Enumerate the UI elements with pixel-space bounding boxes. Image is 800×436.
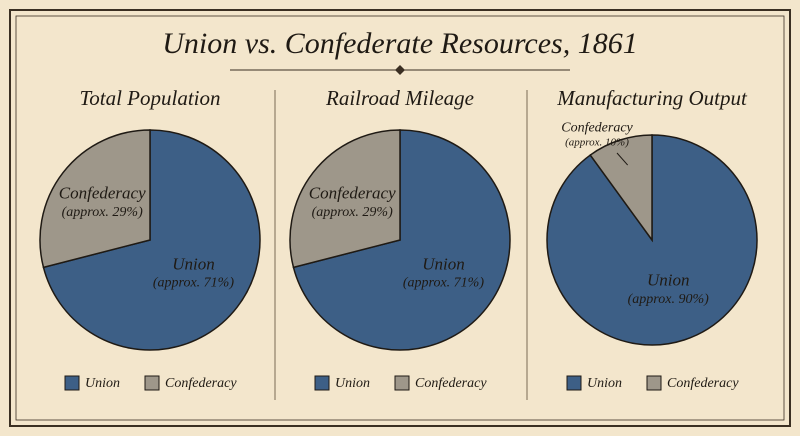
slice-label: Union (172, 254, 215, 273)
slice-label: Confederacy (309, 184, 396, 203)
pie-slice (289, 129, 401, 269)
pie-slice (589, 134, 653, 243)
legend-swatch (394, 375, 410, 391)
chart-title: Total Population (79, 86, 220, 110)
value-label: (approx. 29%) (312, 205, 393, 220)
legend-label: Union (85, 376, 120, 391)
border-inner (15, 15, 785, 421)
legend-label: Union (587, 376, 622, 391)
legend-swatch (144, 375, 160, 391)
slice-label: Union (647, 271, 690, 290)
leader-line (616, 152, 629, 166)
legend-swatch (314, 375, 330, 391)
value-label: (approx. 71%) (153, 276, 234, 291)
legend-swatch (646, 375, 662, 391)
value-label: (approx. 90%) (628, 292, 709, 307)
slice-label: Confederacy (59, 184, 146, 203)
border (9, 9, 791, 427)
value-label: (approx. 10%) (565, 136, 629, 148)
pie-slice (42, 129, 261, 351)
legend-label: Confederacy (165, 376, 237, 391)
slice-label: Confederacy (561, 121, 633, 136)
chart-title: Railroad Mileage (325, 86, 474, 110)
legend-label: Union (335, 376, 370, 391)
chart-title: Manufacturing Output (556, 86, 748, 110)
pie-slice (292, 129, 511, 351)
pie-slice (39, 129, 151, 269)
page-title: Union vs. Confederate Resources, 1861 (162, 27, 637, 60)
value-label: (approx. 29%) (62, 205, 143, 220)
legend-swatch (64, 375, 80, 391)
title-ornament (395, 65, 405, 75)
value-label: (approx. 71%) (403, 276, 484, 291)
legend-swatch (566, 375, 582, 391)
slice-label: Union (422, 254, 465, 273)
legend-label: Confederacy (415, 376, 487, 391)
legend-label: Confederacy (667, 376, 739, 391)
